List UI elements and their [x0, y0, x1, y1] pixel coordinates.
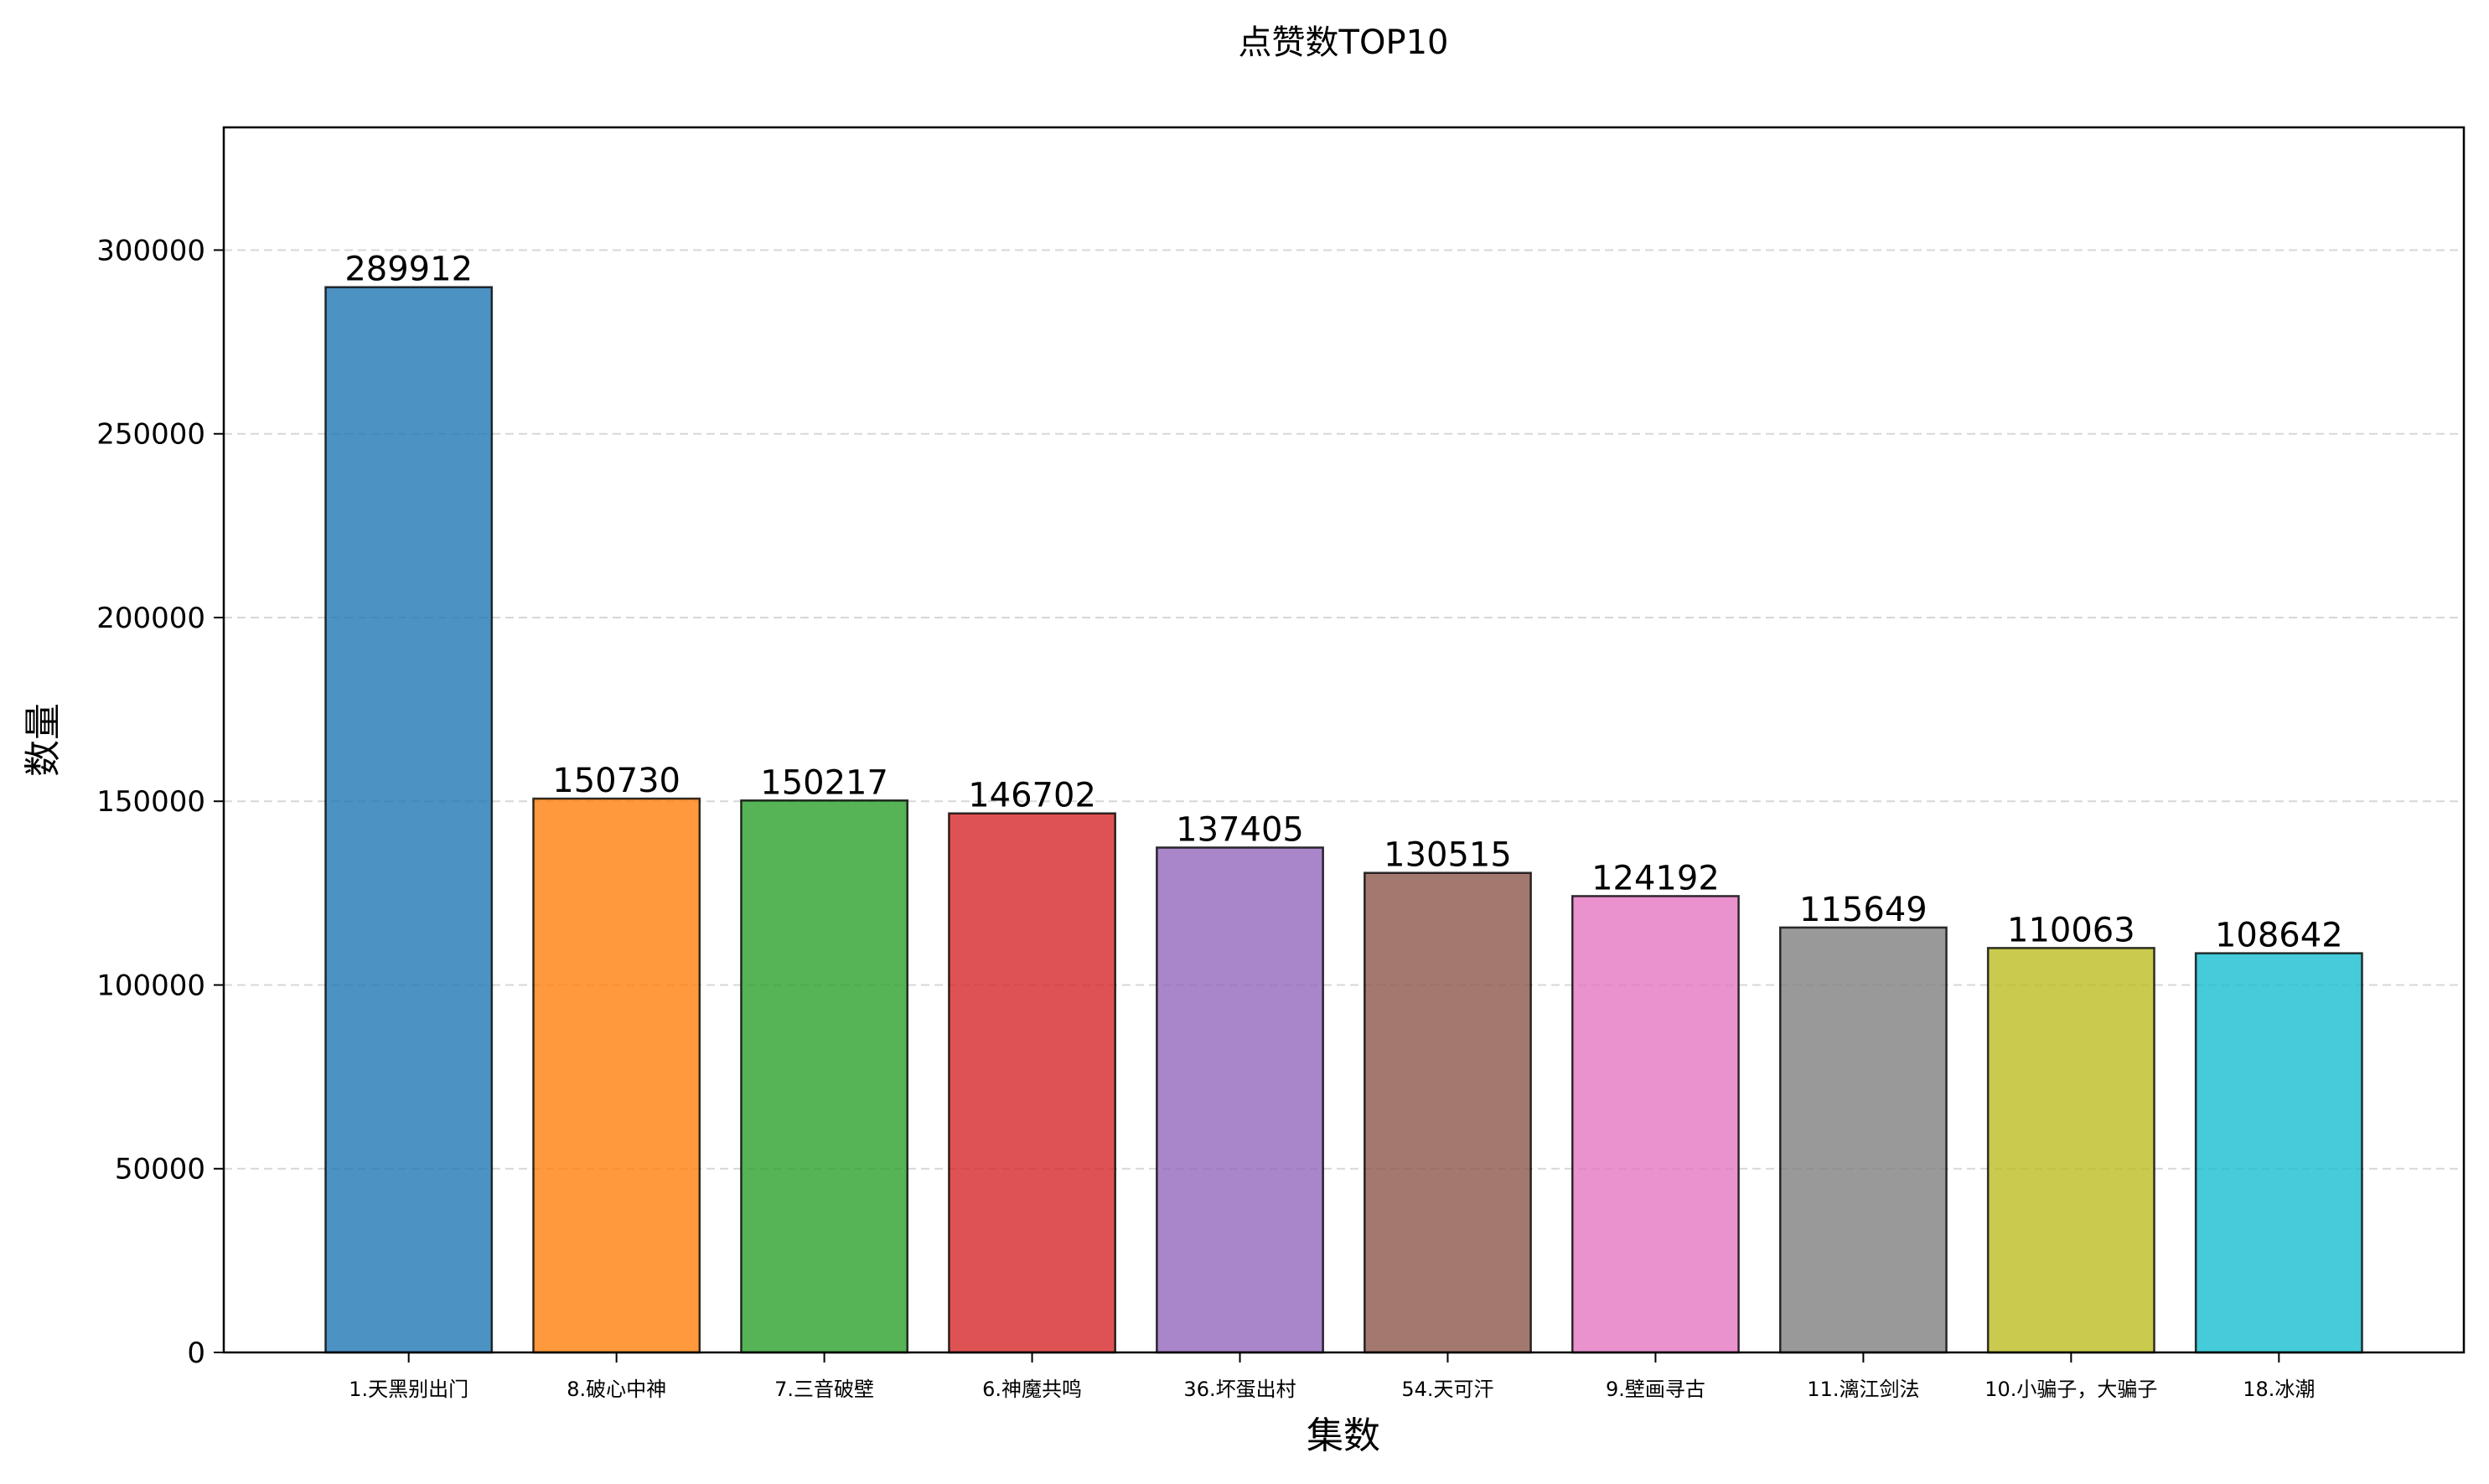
chart-title: 点赞数TOP10 [1239, 23, 1449, 62]
y-axis-label: 数量 [22, 703, 65, 777]
data-label: 124192 [1591, 859, 1720, 897]
bar [324, 286, 494, 1354]
data-label: 115649 [1799, 891, 1928, 929]
y-tick-label: 0 [187, 1337, 205, 1370]
x-tick-label: 1.天黑别出门 [349, 1378, 468, 1401]
bar [948, 812, 1116, 1354]
bar [2194, 952, 2363, 1354]
x-tick-label: 8.破心中神 [567, 1378, 666, 1401]
y-tick-label: 50000 [115, 1153, 205, 1187]
bar [1156, 846, 1324, 1354]
bar [740, 799, 909, 1354]
bar [1986, 947, 2155, 1354]
x-tick-label: 10.小骗子，大骗子 [1984, 1378, 2157, 1401]
x-axis: 1.天黑别出门 8.破心中神 7.三音破壁 6.神魔共鸣 36.坏蛋出村 54.天可汗 9.… [349, 1352, 2315, 1401]
bar [1778, 926, 1948, 1354]
plot-frame [222, 126, 2466, 1354]
data-label: 150730 [552, 762, 680, 800]
x-tick-label: 11.漓江剑法 [1807, 1378, 1919, 1401]
data-label: 146702 [968, 777, 1096, 815]
data-label: 137405 [1176, 810, 1304, 849]
x-tick-label: 7.三音破壁 [774, 1378, 874, 1401]
y-tick-label: 250000 [96, 418, 205, 452]
bars [324, 286, 2363, 1354]
data-label: 289912 [344, 251, 473, 289]
y-tick-label: 150000 [96, 785, 205, 819]
data-label: 150217 [760, 763, 888, 802]
y-tick-label: 300000 [96, 234, 205, 267]
x-tick-label: 36.坏蛋出村 [1183, 1378, 1296, 1401]
x-tick-label: 54.天可汗 [1401, 1378, 1493, 1401]
data-labels: 289912 150730 150217 146702 137405 130515 1241… [344, 251, 2342, 955]
x-tick-label: 18.冰潮 [2243, 1378, 2315, 1401]
y-axis: 0 50000 100000 150000 200000 250000 300000 [96, 234, 224, 1370]
x-tick-label: 6.神魔共鸣 [982, 1378, 1082, 1401]
x-tick-label: 9.壁画寻古 [1606, 1378, 1705, 1401]
data-label: 108642 [2215, 917, 2343, 955]
bar [532, 797, 701, 1354]
data-label: 110063 [2007, 911, 2135, 949]
y-tick-label: 100000 [96, 969, 205, 1002]
bar [1571, 895, 1740, 1354]
x-axis-label: 集数 [1307, 1414, 1380, 1457]
bar [1364, 871, 1532, 1354]
data-label: 130515 [1384, 836, 1512, 875]
y-tick-label: 200000 [96, 602, 205, 635]
